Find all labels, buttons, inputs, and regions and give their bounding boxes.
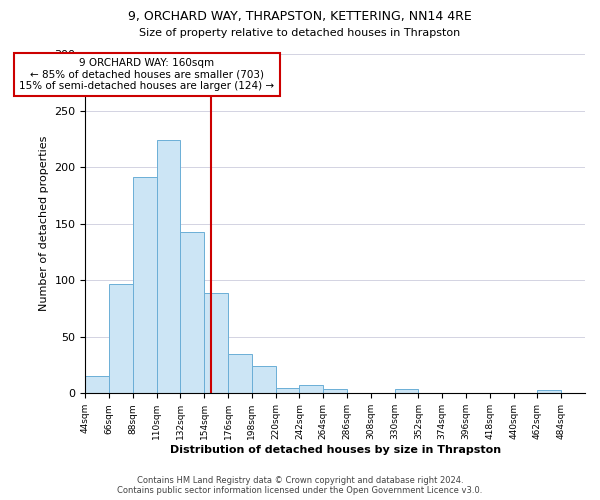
Bar xyxy=(395,389,418,394)
Bar xyxy=(133,178,157,394)
Bar xyxy=(204,292,228,394)
Bar xyxy=(275,388,299,394)
Bar xyxy=(181,232,204,394)
Text: 9 ORCHARD WAY: 160sqm
← 85% of detached houses are smaller (703)
15% of semi-det: 9 ORCHARD WAY: 160sqm ← 85% of detached … xyxy=(19,58,274,91)
Bar xyxy=(252,366,275,394)
X-axis label: Distribution of detached houses by size in Thrapston: Distribution of detached houses by size … xyxy=(170,445,500,455)
Text: 9, ORCHARD WAY, THRAPSTON, KETTERING, NN14 4RE: 9, ORCHARD WAY, THRAPSTON, KETTERING, NN… xyxy=(128,10,472,23)
Bar xyxy=(538,390,561,394)
Bar xyxy=(85,376,109,394)
Text: Size of property relative to detached houses in Thrapston: Size of property relative to detached ho… xyxy=(139,28,461,38)
Bar xyxy=(299,386,323,394)
Bar xyxy=(228,354,252,394)
Bar xyxy=(157,140,181,394)
Bar xyxy=(109,284,133,394)
Y-axis label: Number of detached properties: Number of detached properties xyxy=(39,136,49,312)
Text: Contains HM Land Registry data © Crown copyright and database right 2024.
Contai: Contains HM Land Registry data © Crown c… xyxy=(118,476,482,495)
Bar xyxy=(323,389,347,394)
